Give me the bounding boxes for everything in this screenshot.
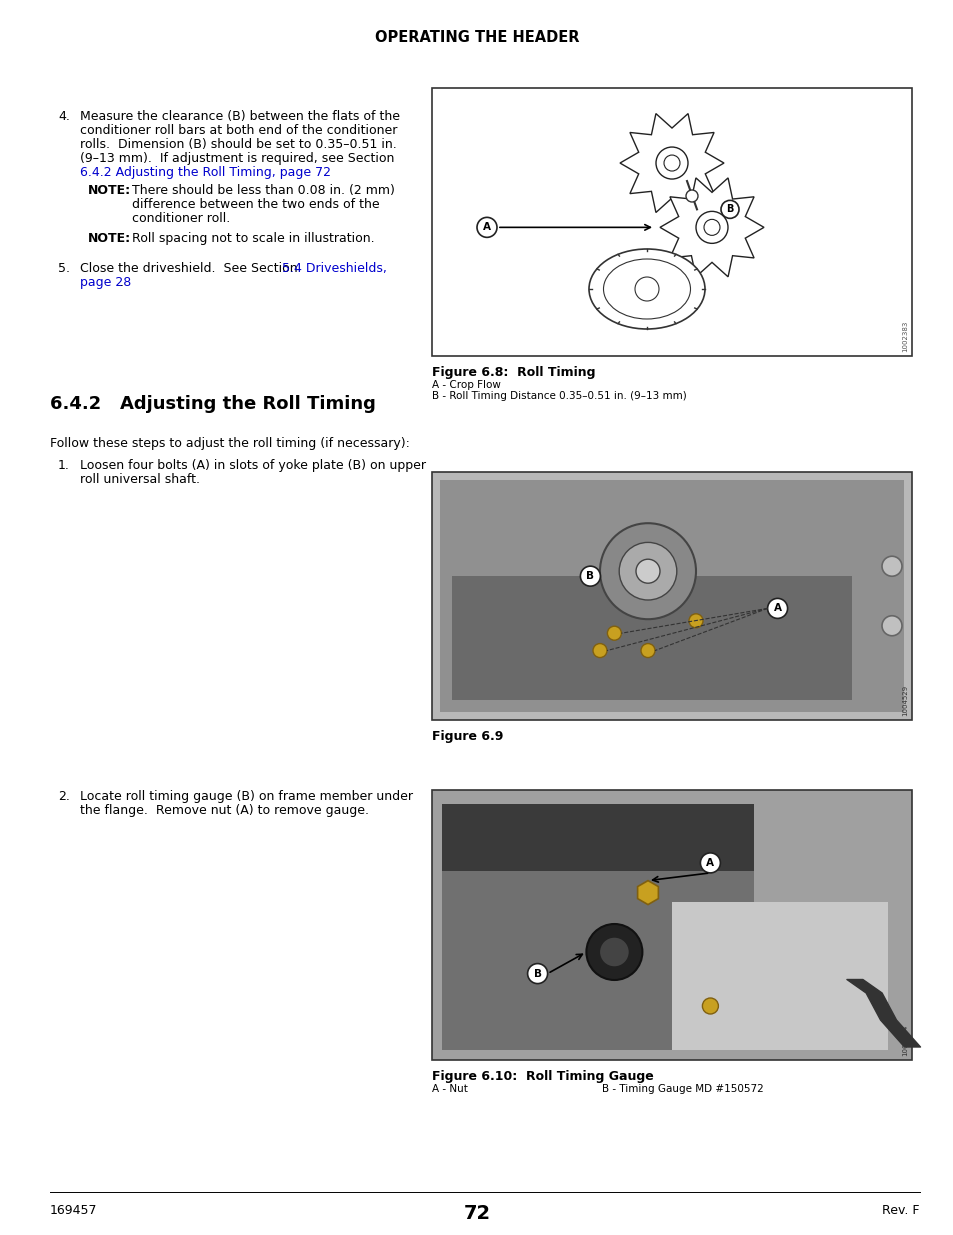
Circle shape	[720, 200, 739, 219]
Text: A: A	[773, 604, 781, 614]
Text: .: .	[120, 275, 124, 289]
Circle shape	[599, 524, 696, 619]
Circle shape	[593, 643, 606, 657]
Polygon shape	[619, 114, 723, 212]
Circle shape	[688, 614, 702, 627]
Ellipse shape	[603, 259, 690, 319]
Text: 72: 72	[463, 1204, 490, 1223]
Bar	[432, 790, 911, 1060]
Text: OPERATING THE HEADER: OPERATING THE HEADER	[375, 31, 578, 46]
Text: 1006114: 1006114	[901, 1025, 907, 1056]
Text: B - Timing Gauge MD #150572: B - Timing Gauge MD #150572	[601, 1084, 763, 1094]
Circle shape	[703, 220, 720, 236]
Text: page 28: page 28	[80, 275, 132, 289]
Bar	[441, 861, 753, 1050]
Text: 2.: 2.	[58, 790, 70, 803]
Circle shape	[685, 190, 698, 203]
Bar	[432, 88, 911, 356]
Ellipse shape	[588, 249, 704, 329]
Text: difference between the two ends of the: difference between the two ends of the	[132, 198, 379, 211]
Text: 5.4 Driveshields,: 5.4 Driveshields,	[282, 262, 387, 275]
Text: 169457: 169457	[50, 1204, 97, 1216]
Text: 1002383: 1002383	[901, 321, 907, 352]
Text: B - Roll Timing Distance 0.35–0.51 in. (9–13 mm): B - Roll Timing Distance 0.35–0.51 in. (…	[432, 391, 686, 401]
Circle shape	[767, 599, 787, 619]
Text: Figure 6.8:  Roll Timing: Figure 6.8: Roll Timing	[432, 366, 595, 379]
Text: Roll spacing not to scale in illustration.: Roll spacing not to scale in illustratio…	[132, 232, 375, 245]
Text: rolls.  Dimension (B) should be set to 0.35–0.51 in.: rolls. Dimension (B) should be set to 0.…	[80, 138, 396, 151]
Text: (9–13 mm).  If adjustment is required, see Section: (9–13 mm). If adjustment is required, se…	[80, 152, 394, 165]
Text: conditioner roll bars at both end of the conditioner: conditioner roll bars at both end of the…	[80, 124, 397, 137]
Circle shape	[586, 924, 641, 981]
Text: A - Crop Flow: A - Crop Flow	[432, 380, 500, 390]
Text: 1.: 1.	[58, 459, 70, 472]
Text: Measure the clearance (B) between the flats of the: Measure the clearance (B) between the fl…	[80, 110, 399, 124]
Circle shape	[656, 147, 687, 179]
Circle shape	[882, 616, 901, 636]
Circle shape	[607, 626, 620, 640]
Text: roll universal shaft.: roll universal shaft.	[80, 473, 200, 487]
Text: NOTE:: NOTE:	[88, 184, 131, 198]
Polygon shape	[659, 178, 763, 277]
Text: A: A	[482, 222, 491, 232]
Circle shape	[663, 156, 679, 170]
Text: Figure 6.9: Figure 6.9	[432, 730, 503, 743]
Text: 6.4.2 Adjusting the Roll Timing, page 72: 6.4.2 Adjusting the Roll Timing, page 72	[80, 165, 331, 179]
Circle shape	[700, 853, 720, 873]
Text: Rev. F: Rev. F	[882, 1204, 919, 1216]
Text: NOTE:: NOTE:	[88, 232, 131, 245]
Text: the flange.  Remove nut (A) to remove gauge.: the flange. Remove nut (A) to remove gau…	[80, 804, 369, 818]
Circle shape	[527, 963, 547, 983]
Polygon shape	[637, 881, 658, 904]
Text: B: B	[725, 204, 733, 215]
Circle shape	[635, 277, 659, 301]
Text: Close the driveshield.  See Section: Close the driveshield. See Section	[80, 262, 301, 275]
Bar	[452, 576, 851, 700]
Text: B: B	[586, 571, 594, 582]
Text: 5.: 5.	[58, 262, 70, 275]
Circle shape	[640, 643, 655, 657]
Text: Figure 6.10:  Roll Timing Gauge: Figure 6.10: Roll Timing Gauge	[432, 1070, 653, 1083]
Bar	[432, 472, 911, 720]
Circle shape	[701, 998, 718, 1014]
Circle shape	[579, 566, 599, 587]
Circle shape	[882, 556, 901, 577]
Bar	[671, 902, 887, 1050]
Bar	[439, 480, 903, 713]
Circle shape	[598, 937, 629, 967]
Circle shape	[636, 559, 659, 583]
Text: A - Nut: A - Nut	[432, 1084, 467, 1094]
Text: Locate roll timing gauge (B) on frame member under: Locate roll timing gauge (B) on frame me…	[80, 790, 413, 803]
Circle shape	[696, 211, 727, 243]
Circle shape	[476, 217, 497, 237]
Text: There should be less than 0.08 in. (2 mm): There should be less than 0.08 in. (2 mm…	[132, 184, 395, 198]
Text: 1004529: 1004529	[901, 685, 907, 716]
Text: conditioner roll.: conditioner roll.	[132, 212, 230, 225]
Circle shape	[618, 542, 676, 600]
Text: Follow these steps to adjust the roll timing (if necessary):: Follow these steps to adjust the roll ti…	[50, 437, 410, 450]
Text: B: B	[533, 968, 541, 978]
Bar	[441, 804, 753, 871]
Text: A: A	[705, 858, 714, 868]
Text: 6.4.2   Adjusting the Roll Timing: 6.4.2 Adjusting the Roll Timing	[50, 395, 375, 412]
Text: Loosen four bolts (A) in slots of yoke plate (B) on upper: Loosen four bolts (A) in slots of yoke p…	[80, 459, 426, 472]
Text: 4.: 4.	[58, 110, 70, 124]
